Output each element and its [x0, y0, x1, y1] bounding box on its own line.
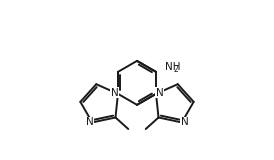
Text: 2: 2: [173, 65, 178, 74]
Text: N: N: [86, 117, 94, 127]
Text: N: N: [111, 88, 118, 98]
Text: N: N: [181, 117, 188, 127]
Text: NH: NH: [165, 62, 180, 72]
Text: N: N: [156, 88, 163, 98]
